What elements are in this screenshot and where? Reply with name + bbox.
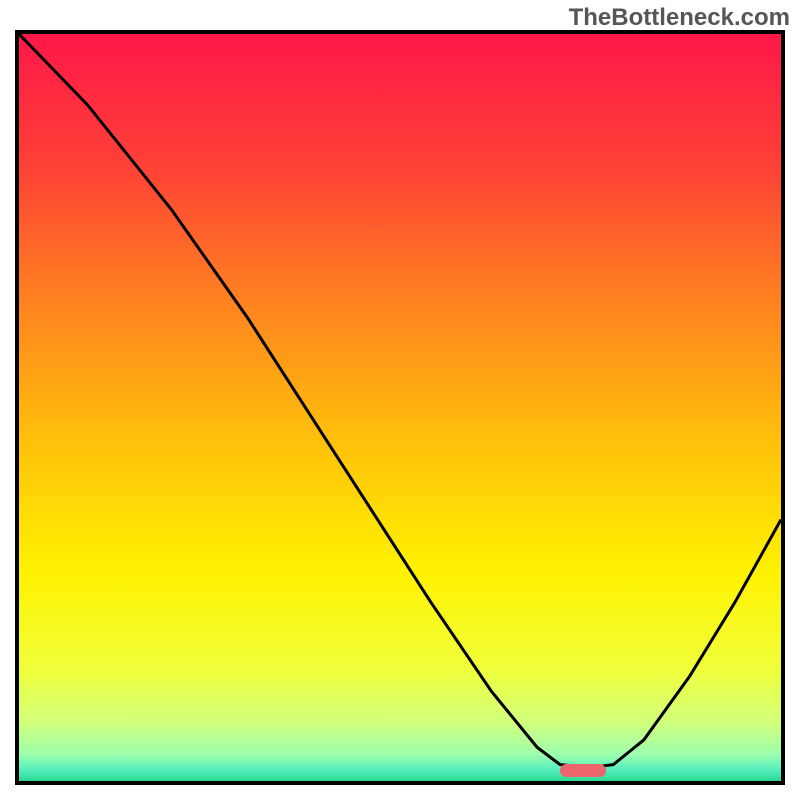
bottleneck-curve (19, 34, 781, 781)
chart-container: TheBottleneck.com (0, 0, 800, 800)
watermark-text: TheBottleneck.com (569, 4, 790, 32)
optimal-range-marker (560, 764, 606, 777)
plot-area (15, 30, 785, 785)
